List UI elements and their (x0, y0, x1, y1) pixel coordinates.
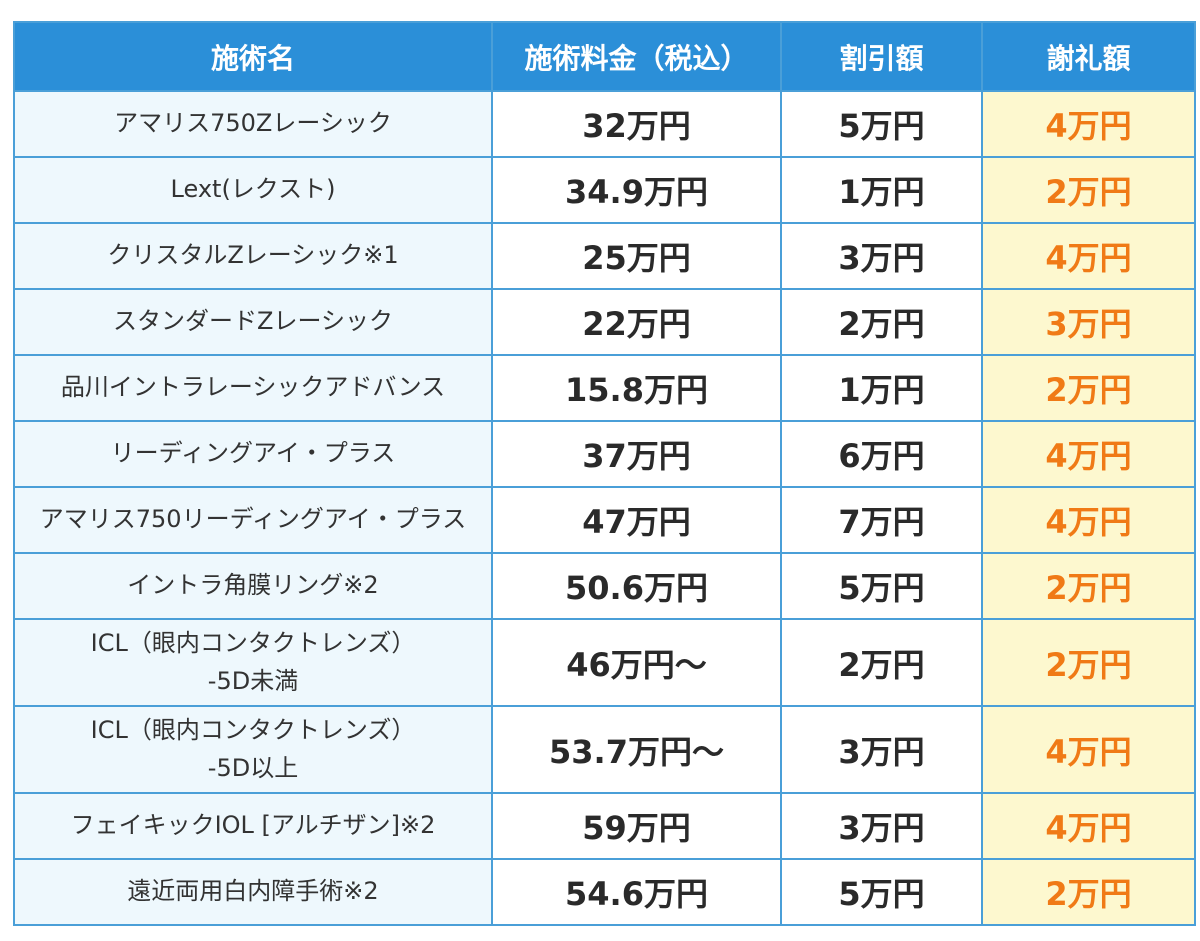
treatment-price-cell: 54.6万円 (491, 858, 782, 926)
discount-cell: 5万円 (780, 858, 983, 926)
table-row: スタンダードZレーシック 22万円 2万円 3万円 (13, 288, 1196, 356)
treatment-price-cell: 15.8万円 (491, 354, 782, 422)
treatment-name-cell: スタンダードZレーシック (13, 288, 493, 356)
treatment-price-cell: 25万円 (491, 222, 782, 290)
treatment-name-line: ICL（眼内コンタクトレンズ） (90, 716, 416, 745)
treatment-name-cell: フェイキックIOL [アルチザン]※2 (13, 792, 493, 860)
reward-cell: 2万円 (981, 156, 1196, 224)
table-row: Lext(レクスト) 34.9万円 1万円 2万円 (13, 156, 1196, 224)
treatment-name-line: Lext(レクスト) (170, 175, 336, 204)
treatment-name-line: アマリス750Zレーシック (114, 109, 392, 138)
reward-cell: 4万円 (981, 792, 1196, 860)
reward-cell: 4万円 (981, 705, 1196, 794)
table-row: ICL（眼内コンタクトレンズ） -5D未満 46万円〜 2万円 2万円 (13, 618, 1196, 707)
discount-cell: 3万円 (780, 222, 983, 290)
price-table-container: 施術名 施術料金（税込） 割引額 謝礼額 アマリス750Zレーシック 32万円 5万… (13, 21, 1196, 926)
discount-cell: 1万円 (780, 354, 983, 422)
treatment-price-cell: 47万円 (491, 486, 782, 554)
treatment-price-cell: 53.7万円〜 (491, 705, 782, 794)
treatment-name-line: アマリス750リーディングアイ・プラス (39, 505, 467, 534)
treatment-name-line: クリスタルZレーシック※1 (107, 241, 399, 270)
discount-cell: 2万円 (780, 288, 983, 356)
header-row: 施術名 施術料金（税込） 割引額 謝礼額 (13, 21, 1196, 92)
discount-cell: 3万円 (780, 705, 983, 794)
table-row: イントラ角膜リング※2 50.6万円 5万円 2万円 (13, 552, 1196, 620)
reward-cell: 2万円 (981, 354, 1196, 422)
treatment-name-line: スタンダードZレーシック (113, 307, 393, 336)
treatment-price-cell: 46万円〜 (491, 618, 782, 707)
header-treatment-name: 施術名 (13, 21, 493, 92)
discount-cell: 3万円 (780, 792, 983, 860)
discount-cell: 7万円 (780, 486, 983, 554)
treatment-name-cell: 遠近両用白内障手術※2 (13, 858, 493, 926)
discount-cell: 1万円 (780, 156, 983, 224)
treatment-name-cell: アマリス750リーディングアイ・プラス (13, 486, 493, 554)
reward-cell: 3万円 (981, 288, 1196, 356)
treatment-name-cell: ICL（眼内コンタクトレンズ） -5D以上 (13, 705, 493, 794)
treatment-name-cell: リーディングアイ・プラス (13, 420, 493, 488)
reward-cell: 4万円 (981, 486, 1196, 554)
treatment-price-cell: 22万円 (491, 288, 782, 356)
treatment-name-cell: Lext(レクスト) (13, 156, 493, 224)
treatment-price-cell: 32万円 (491, 90, 782, 158)
table-body: アマリス750Zレーシック 32万円 5万円 4万円 Lext(レクスト) 34.9万円 1… (13, 90, 1196, 926)
treatment-name-cell: イントラ角膜リング※2 (13, 552, 493, 620)
treatment-price-cell: 37万円 (491, 420, 782, 488)
table-row: 品川イントラレーシックアドバンス 15.8万円 1万円 2万円 (13, 354, 1196, 422)
table-row: ICL（眼内コンタクトレンズ） -5D以上 53.7万円〜 3万円 4万円 (13, 705, 1196, 794)
header-discount: 割引額 (780, 21, 983, 92)
treatment-name-line: 品川イントラレーシックアドバンス (60, 373, 446, 402)
discount-cell: 5万円 (780, 552, 983, 620)
discount-cell: 6万円 (780, 420, 983, 488)
table-row: フェイキックIOL [アルチザン]※2 59万円 3万円 4万円 (13, 792, 1196, 860)
header-treatment-price: 施術料金（税込） (491, 21, 782, 92)
treatment-name-cell: クリスタルZレーシック※1 (13, 222, 493, 290)
treatment-name-line: イントラ角膜リング※2 (127, 571, 379, 600)
reward-cell: 2万円 (981, 858, 1196, 926)
treatment-price-cell: 50.6万円 (491, 552, 782, 620)
reward-cell: 2万円 (981, 618, 1196, 707)
table-row: アマリス750Zレーシック 32万円 5万円 4万円 (13, 90, 1196, 158)
treatment-name-line: -5D以上 (207, 753, 299, 782)
header-reward: 謝礼額 (981, 21, 1196, 92)
discount-cell: 2万円 (780, 618, 983, 707)
price-table: 施術名 施術料金（税込） 割引額 謝礼額 アマリス750Zレーシック 32万円 5万… (13, 21, 1196, 926)
treatment-name-cell: アマリス750Zレーシック (13, 90, 493, 158)
treatment-name-line: フェイキックIOL [アルチザン]※2 (70, 811, 436, 840)
treatment-name-line: ICL（眼内コンタクトレンズ） (90, 629, 416, 658)
treatment-price-cell: 34.9万円 (491, 156, 782, 224)
reward-cell: 4万円 (981, 222, 1196, 290)
treatment-name-cell: 品川イントラレーシックアドバンス (13, 354, 493, 422)
treatment-name-line: リーディングアイ・プラス (110, 439, 396, 468)
reward-cell: 4万円 (981, 90, 1196, 158)
table-row: クリスタルZレーシック※1 25万円 3万円 4万円 (13, 222, 1196, 290)
treatment-price-cell: 59万円 (491, 792, 782, 860)
treatment-name-line: -5D未満 (207, 666, 299, 695)
table-row: リーディングアイ・プラス 37万円 6万円 4万円 (13, 420, 1196, 488)
table-row: アマリス750リーディングアイ・プラス 47万円 7万円 4万円 (13, 486, 1196, 554)
discount-cell: 5万円 (780, 90, 983, 158)
treatment-name-line: 遠近両用白内障手術※2 (127, 877, 379, 906)
treatment-name-cell: ICL（眼内コンタクトレンズ） -5D未満 (13, 618, 493, 707)
reward-cell: 4万円 (981, 420, 1196, 488)
reward-cell: 2万円 (981, 552, 1196, 620)
table-row: 遠近両用白内障手術※2 54.6万円 5万円 2万円 (13, 858, 1196, 926)
